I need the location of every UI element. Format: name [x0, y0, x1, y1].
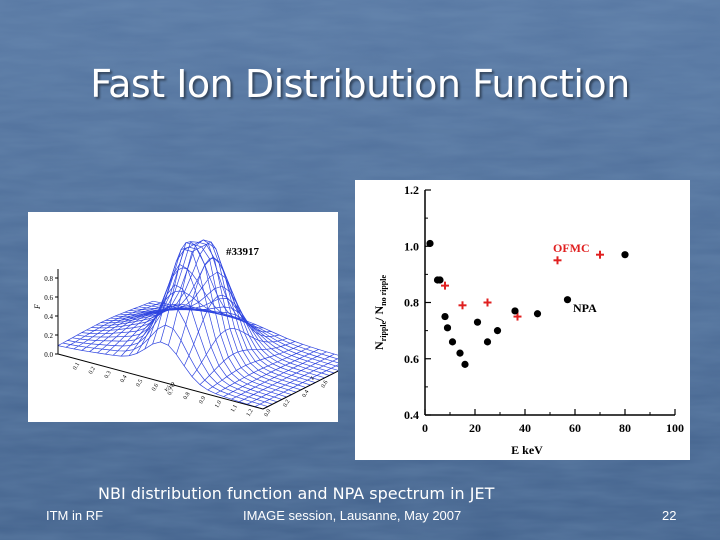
npa-y-axis-label: Nripple/ Nno ripple: [372, 275, 388, 350]
npa-y-tick-label: 1.0: [404, 239, 419, 253]
footer-center: IMAGE session, Lausanne, May 2007: [243, 508, 462, 523]
svg-text:Nripple/ Nno ripple: Nripple/ Nno ripple: [372, 275, 388, 350]
surface-mesh-line-v: [119, 285, 325, 379]
surface-mesh-line-v: [129, 306, 335, 374]
surface-mesh: [57, 239, 338, 410]
surface-v-tick-label: 1.1: [230, 404, 239, 413]
npa-x-tick-label: 60: [569, 421, 581, 435]
surface-z-tick-label: 0.8: [44, 275, 53, 283]
oftmc-point: [483, 298, 492, 307]
surface-v-tick-label: 0.9: [198, 396, 207, 405]
surface-mesh-line-v: [105, 242, 311, 386]
surface-mesh-line-v: [91, 242, 297, 393]
npa-axes: 0.4 0.6 0.8 1.0 1.2 0 20 40 60 80 100: [404, 183, 684, 435]
surface-v-tick-label: 0.7: [167, 387, 176, 396]
legend-oftmc: OFMC: [553, 241, 590, 255]
surface-v-tick-label: 1.0: [214, 400, 223, 409]
npa-y-tick-label: 0.4: [404, 408, 419, 422]
surface-mesh-line-v: [67, 305, 273, 405]
npa-point: [621, 251, 629, 259]
npa-x-tick-label: 40: [519, 421, 531, 435]
surface-zdir-tick-label: 0.0: [264, 409, 273, 418]
surface-mesh-line-v: [57, 341, 264, 410]
surface-mesh-line-v: [100, 239, 306, 388]
surface-v-axis: [57, 353, 264, 410]
surface-z-tick-label: 0.0: [44, 351, 53, 359]
npa-point: [461, 360, 469, 368]
oftmc-point: [441, 281, 449, 290]
surface-mesh-line-v: [138, 306, 338, 367]
slide-title: Fast Ion Distribution Function: [90, 62, 630, 106]
npa-x-axis-label: E keV: [511, 443, 543, 457]
footer-left: ITM in RF: [46, 508, 104, 523]
surface-mesh-line-v: [124, 298, 330, 376]
surface-y-label: z: [307, 374, 316, 381]
y-label-sub2: no ripple: [379, 275, 388, 306]
npa-point: [533, 310, 542, 318]
oftmc-point: [596, 250, 604, 259]
surface-mesh-line-v: [152, 300, 338, 356]
npa-point: [473, 318, 482, 326]
oftmc-point: [513, 312, 522, 321]
oftmc-point: [458, 301, 467, 310]
npa-point: [441, 312, 449, 321]
npa-point: [426, 239, 434, 248]
npa-x-tick-label: 100: [666, 421, 684, 435]
surface-zdir-tick-label: 0.6: [321, 380, 330, 389]
npa-point: [511, 307, 519, 315]
npa-data-points: [426, 239, 629, 368]
npa-y-tick-label: 1.2: [404, 183, 419, 197]
surface-mesh-line-v: [110, 256, 316, 383]
surface-mesh-line-v: [62, 324, 268, 407]
surface-v-tick-label: 0.1: [72, 362, 81, 371]
surface-mesh-line-v: [133, 308, 338, 371]
npa-point: [493, 327, 502, 335]
surface-z-tick-label: 0.2: [44, 332, 53, 340]
surface-mesh-line-v: [81, 249, 287, 398]
surface-v-tick-label: 0.3: [104, 370, 113, 379]
npa-x-tick-label: 20: [469, 421, 481, 435]
npa-point: [563, 296, 572, 304]
y-label-sub1: ripple: [379, 320, 388, 341]
surface-z-tick-label: 0.4: [44, 313, 53, 321]
npa-x-tick-label: 0: [422, 421, 428, 435]
surface-v-tick-label: 0.6: [151, 383, 160, 392]
npa-point: [443, 324, 452, 332]
npa-y-tick-label: 0.8: [404, 296, 419, 310]
surface-mesh-line-v: [143, 304, 338, 364]
y-label-sep: / N: [372, 306, 386, 322]
surface-mesh-line-v: [72, 284, 278, 403]
surface-v-tick-label: 0.2: [88, 366, 97, 375]
surface-z-tick-label: 0.6: [44, 294, 53, 302]
surface-mesh-line-u: [57, 300, 154, 346]
surface-v-tick-label: 0.5: [135, 379, 144, 388]
legend-npa: NPA: [573, 301, 597, 315]
surface-mesh-line-v: [95, 241, 302, 391]
shot-number-label: #33917: [226, 246, 260, 258]
npa-point: [448, 338, 457, 346]
surface-axes: 0.0 0.2 0.4 0.6 0.8 0.1 0.2 0.3 0.4 0.5 0.6 0.7 0.8 0…: [44, 269, 338, 418]
distribution-surface-plot: 0.0 0.2 0.4 0.6 0.8 0.1 0.2 0.3 0.4 0.5 0.6 0.7 0.8 0…: [28, 212, 338, 422]
surface-z-label: F: [33, 304, 42, 310]
surface-v-tick-label: 0.4: [120, 374, 129, 383]
surface-zdir-axis: [262, 370, 338, 410]
surface-mesh-line-v: [148, 302, 338, 360]
surface-v-tick-label: 1.2: [246, 408, 255, 417]
figure-caption: NBI distribution function and NPA spectr…: [98, 484, 495, 503]
surface-v-tick-label: 0.8: [183, 391, 192, 400]
page-number: 22: [662, 508, 677, 523]
npa-y-tick-label: 0.6: [404, 352, 419, 366]
oftmc-point: [553, 256, 562, 265]
npa-x-tick-label: 80: [619, 421, 631, 435]
npa-point: [456, 349, 464, 357]
npa-point: [483, 338, 492, 346]
npa-ripple-scatter-plot: 0.4 0.6 0.8 1.0 1.2 0 20 40 60 80 100 E keV Nrippl…: [355, 180, 690, 460]
surface-zdir-tick-label: 0.2: [283, 399, 292, 408]
surface-zdir-tick-label: 0.4: [302, 389, 311, 398]
npa-point: [436, 276, 444, 284]
y-label-n: N: [372, 341, 386, 350]
surface-mesh-line-v: [114, 271, 321, 381]
